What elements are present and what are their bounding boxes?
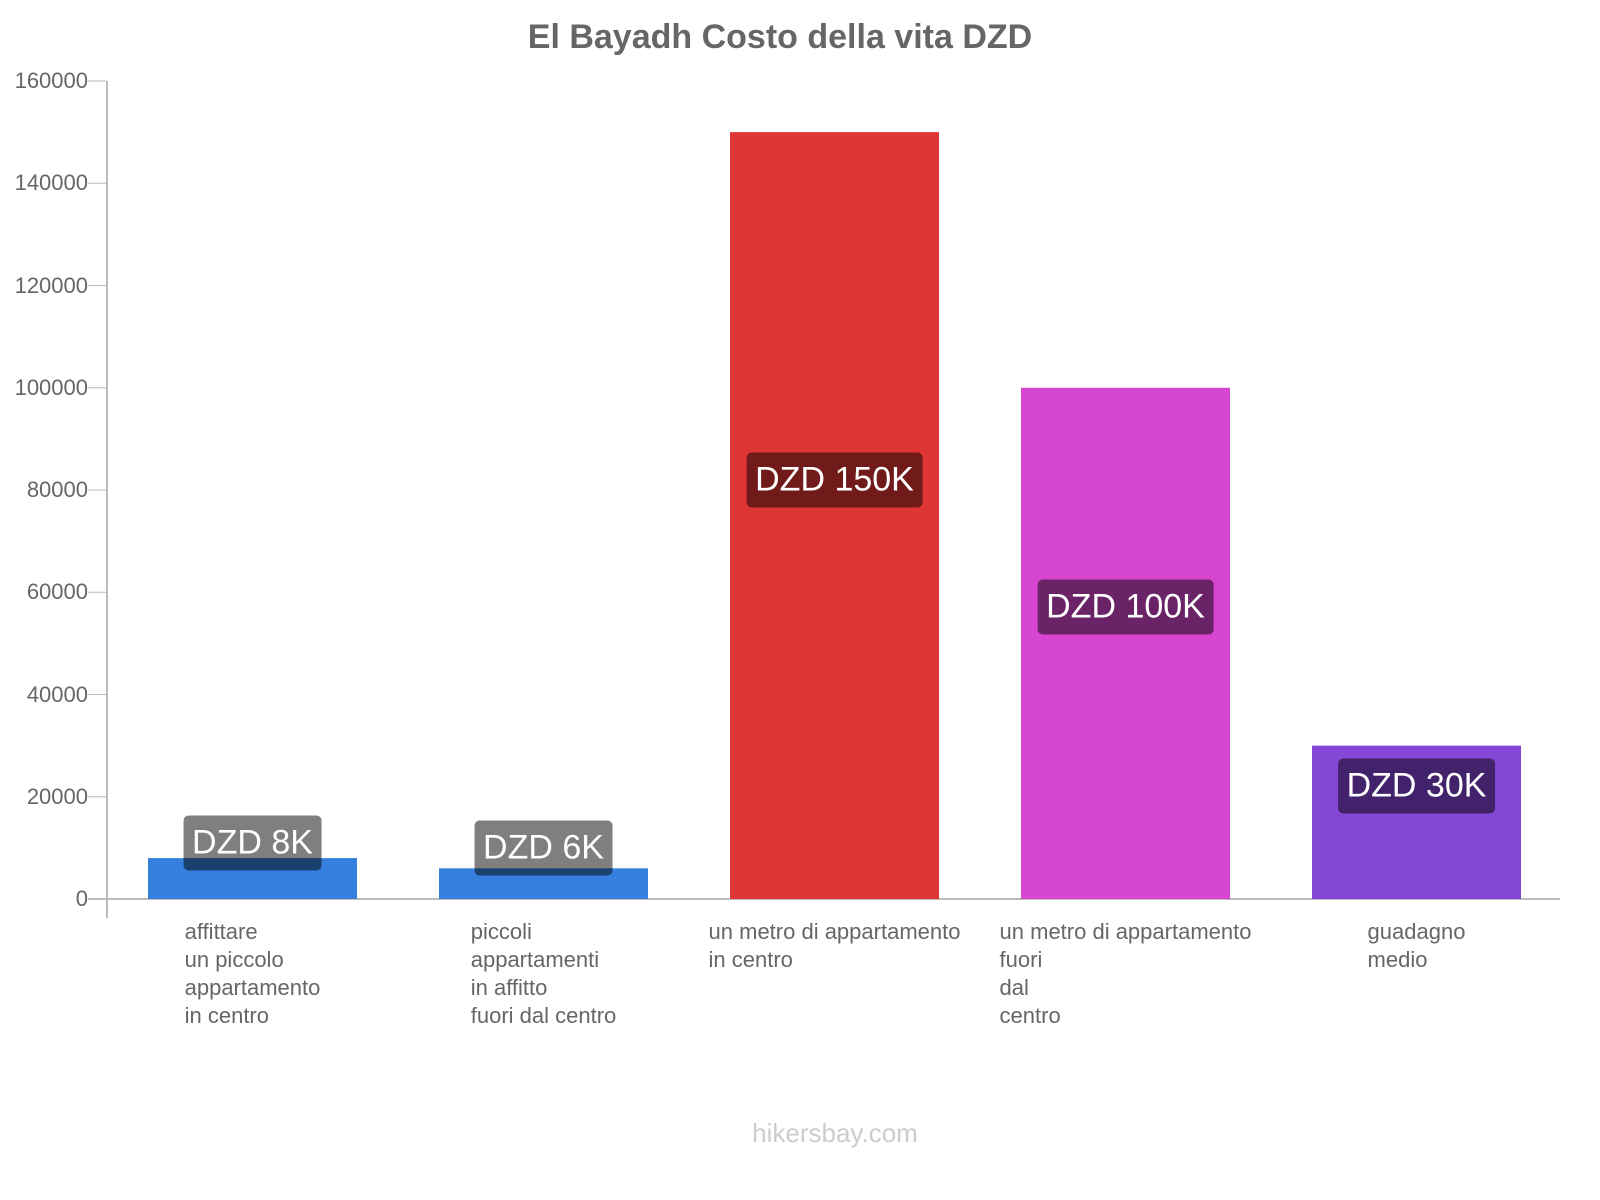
y-tick-label: 160000 [14,68,88,93]
y-tick-label: 100000 [14,374,88,400]
x-category-line: un piccolo [184,947,284,972]
x-category-line: affittare [184,919,258,944]
x-category-label: piccoli appartamenti in affitto fuori dal c… [471,918,617,1030]
x-category-line: dal [999,975,1029,1000]
x-category-line: appartamento [184,975,321,1000]
x-category-line: centro [999,1003,1061,1028]
x-category-label: guadagno medio [1368,918,1466,974]
x-category-line: fuori dal centro [470,1003,617,1028]
y-tick-label: 80000 [26,477,88,502]
y-tick-label: 140000 [14,170,88,196]
chart-title: El Bayadh Costo della vita DZD [527,18,1033,56]
x-category-line: in centro [708,947,793,972]
x-category-line: un metro di appartamento [708,919,961,944]
watermark: hikersbay.com [752,1118,918,1148]
bar-value-label: DZD 150K [746,452,923,508]
x-category-line: appartamenti [470,947,600,972]
x-category-label: affittare un piccolo appartamento in centro [185,918,321,1030]
x-category-line: piccoli [470,919,532,944]
x-category-line: fuori [999,947,1043,972]
y-tick-label: 40000 [26,681,88,707]
x-category-line: guadagno [1367,919,1466,944]
y-tick-label: 0 [75,886,88,911]
bar-value-label: DZD 6K [474,820,613,876]
x-category-label: un metro di appartamento fuori dal centro [1000,918,1252,1030]
x-category-line: in centro [184,1003,270,1028]
bar-value-label: DZD 30K [1337,758,1496,814]
x-category-line: un metro di appartamento [999,919,1252,944]
bar-value-label: DZD 8K [183,815,322,871]
y-tick-label: 20000 [26,783,88,809]
bar [730,132,939,899]
y-tick-label: 60000 [26,579,88,605]
y-tick-label: 120000 [14,272,88,298]
bar [1021,387,1230,899]
x-category-line: in affitto [470,975,548,1000]
x-category-label: un metro di appartamento in centro [709,918,961,974]
bar-value-label: DZD 100K [1037,579,1214,635]
x-category-line: medio [1367,947,1428,972]
